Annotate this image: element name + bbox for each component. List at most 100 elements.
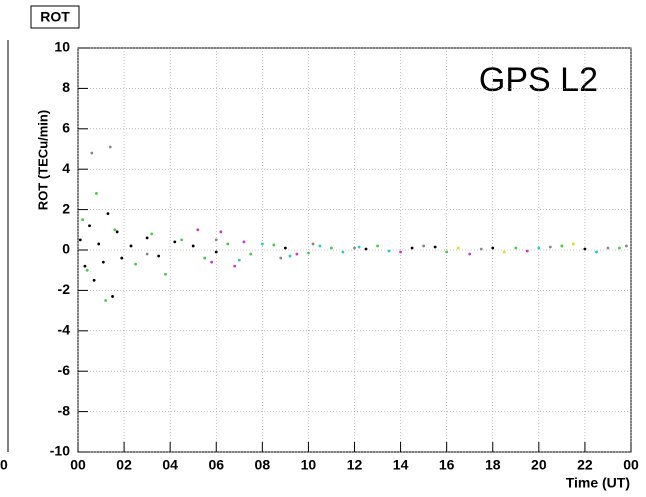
point xyxy=(108,145,112,149)
point xyxy=(410,246,414,250)
y-axis-label: ROT (TECu/min) xyxy=(35,110,50,210)
point xyxy=(502,250,506,254)
y-tick-label: 8 xyxy=(62,79,70,95)
point xyxy=(376,244,379,248)
point xyxy=(279,256,283,260)
point xyxy=(214,250,218,254)
point xyxy=(525,249,529,253)
x-tick-label: 18 xyxy=(485,457,501,473)
point xyxy=(115,230,119,234)
x-tick-label: 00 xyxy=(70,457,86,473)
y-tick-label: 6 xyxy=(62,120,70,136)
point xyxy=(85,268,89,272)
y-tick-label: 2 xyxy=(62,200,70,216)
point xyxy=(90,151,94,155)
point xyxy=(180,238,184,242)
annotation: GPS L2 xyxy=(479,61,598,99)
x-tick-label: 04 xyxy=(162,457,178,473)
point xyxy=(311,242,315,246)
title-box xyxy=(30,5,80,29)
point xyxy=(433,245,437,249)
point xyxy=(295,252,299,256)
point xyxy=(164,272,167,276)
point xyxy=(83,264,87,268)
point xyxy=(134,262,138,266)
point xyxy=(341,250,345,254)
point xyxy=(583,247,587,251)
point xyxy=(595,250,598,254)
point xyxy=(111,295,114,298)
point xyxy=(272,243,276,247)
point xyxy=(399,250,402,254)
x-tick-label: 12 xyxy=(347,457,363,473)
x-tick-label: 08 xyxy=(255,457,271,473)
point xyxy=(81,218,85,222)
point xyxy=(456,246,460,250)
point xyxy=(491,246,495,250)
point xyxy=(624,244,628,248)
y-tick-label: 0 xyxy=(62,241,70,257)
x-tick-label: 10 xyxy=(301,457,317,473)
point xyxy=(283,246,287,250)
point xyxy=(249,252,253,256)
point xyxy=(548,245,552,249)
left-panel-tick: 0 xyxy=(0,457,8,473)
point xyxy=(203,256,207,260)
y-tick-label: 4 xyxy=(62,160,70,176)
x-tick-label: 20 xyxy=(531,457,547,473)
point xyxy=(145,236,149,240)
point xyxy=(191,244,195,248)
point xyxy=(97,242,101,246)
y-tick-label: 10 xyxy=(54,39,70,55)
point xyxy=(468,252,472,256)
point xyxy=(78,238,82,242)
y-tick-label: -4 xyxy=(58,322,71,338)
point xyxy=(514,246,518,250)
y-tick-label: -10 xyxy=(50,443,70,459)
point xyxy=(387,249,391,253)
point xyxy=(129,244,133,248)
point xyxy=(260,242,264,246)
chart-title: ROT xyxy=(40,9,70,25)
point xyxy=(219,230,223,234)
point xyxy=(353,246,356,250)
point xyxy=(288,254,292,258)
point xyxy=(242,240,246,244)
point xyxy=(560,244,564,248)
x-tick-label: 02 xyxy=(116,457,132,473)
point xyxy=(113,228,117,232)
x-tick-label: 22 xyxy=(577,457,593,473)
point xyxy=(233,264,237,268)
point xyxy=(150,232,154,236)
x-tick-label: 06 xyxy=(208,457,224,473)
y-tick-label: -6 xyxy=(58,362,71,378)
point xyxy=(92,278,96,282)
point xyxy=(106,212,110,216)
point xyxy=(307,251,310,255)
point xyxy=(120,256,124,260)
point xyxy=(95,192,98,195)
point xyxy=(104,299,108,302)
point xyxy=(618,246,621,250)
point xyxy=(422,244,426,248)
y-tick-label: -2 xyxy=(58,281,71,297)
point xyxy=(101,260,105,264)
point xyxy=(537,246,541,250)
point xyxy=(237,258,241,262)
point xyxy=(173,240,177,244)
point xyxy=(330,246,333,250)
y-tick-label: -8 xyxy=(58,402,71,418)
point xyxy=(214,238,218,242)
x-tick-label: 00 xyxy=(623,457,639,473)
point xyxy=(571,242,575,246)
x-tick-label: 16 xyxy=(439,457,455,473)
point xyxy=(606,246,610,250)
point xyxy=(357,245,361,249)
point xyxy=(88,224,91,228)
x-axis-label: Time (UT) xyxy=(566,475,630,491)
point xyxy=(479,247,483,251)
point xyxy=(157,254,161,258)
point xyxy=(445,250,449,254)
point xyxy=(210,260,214,264)
